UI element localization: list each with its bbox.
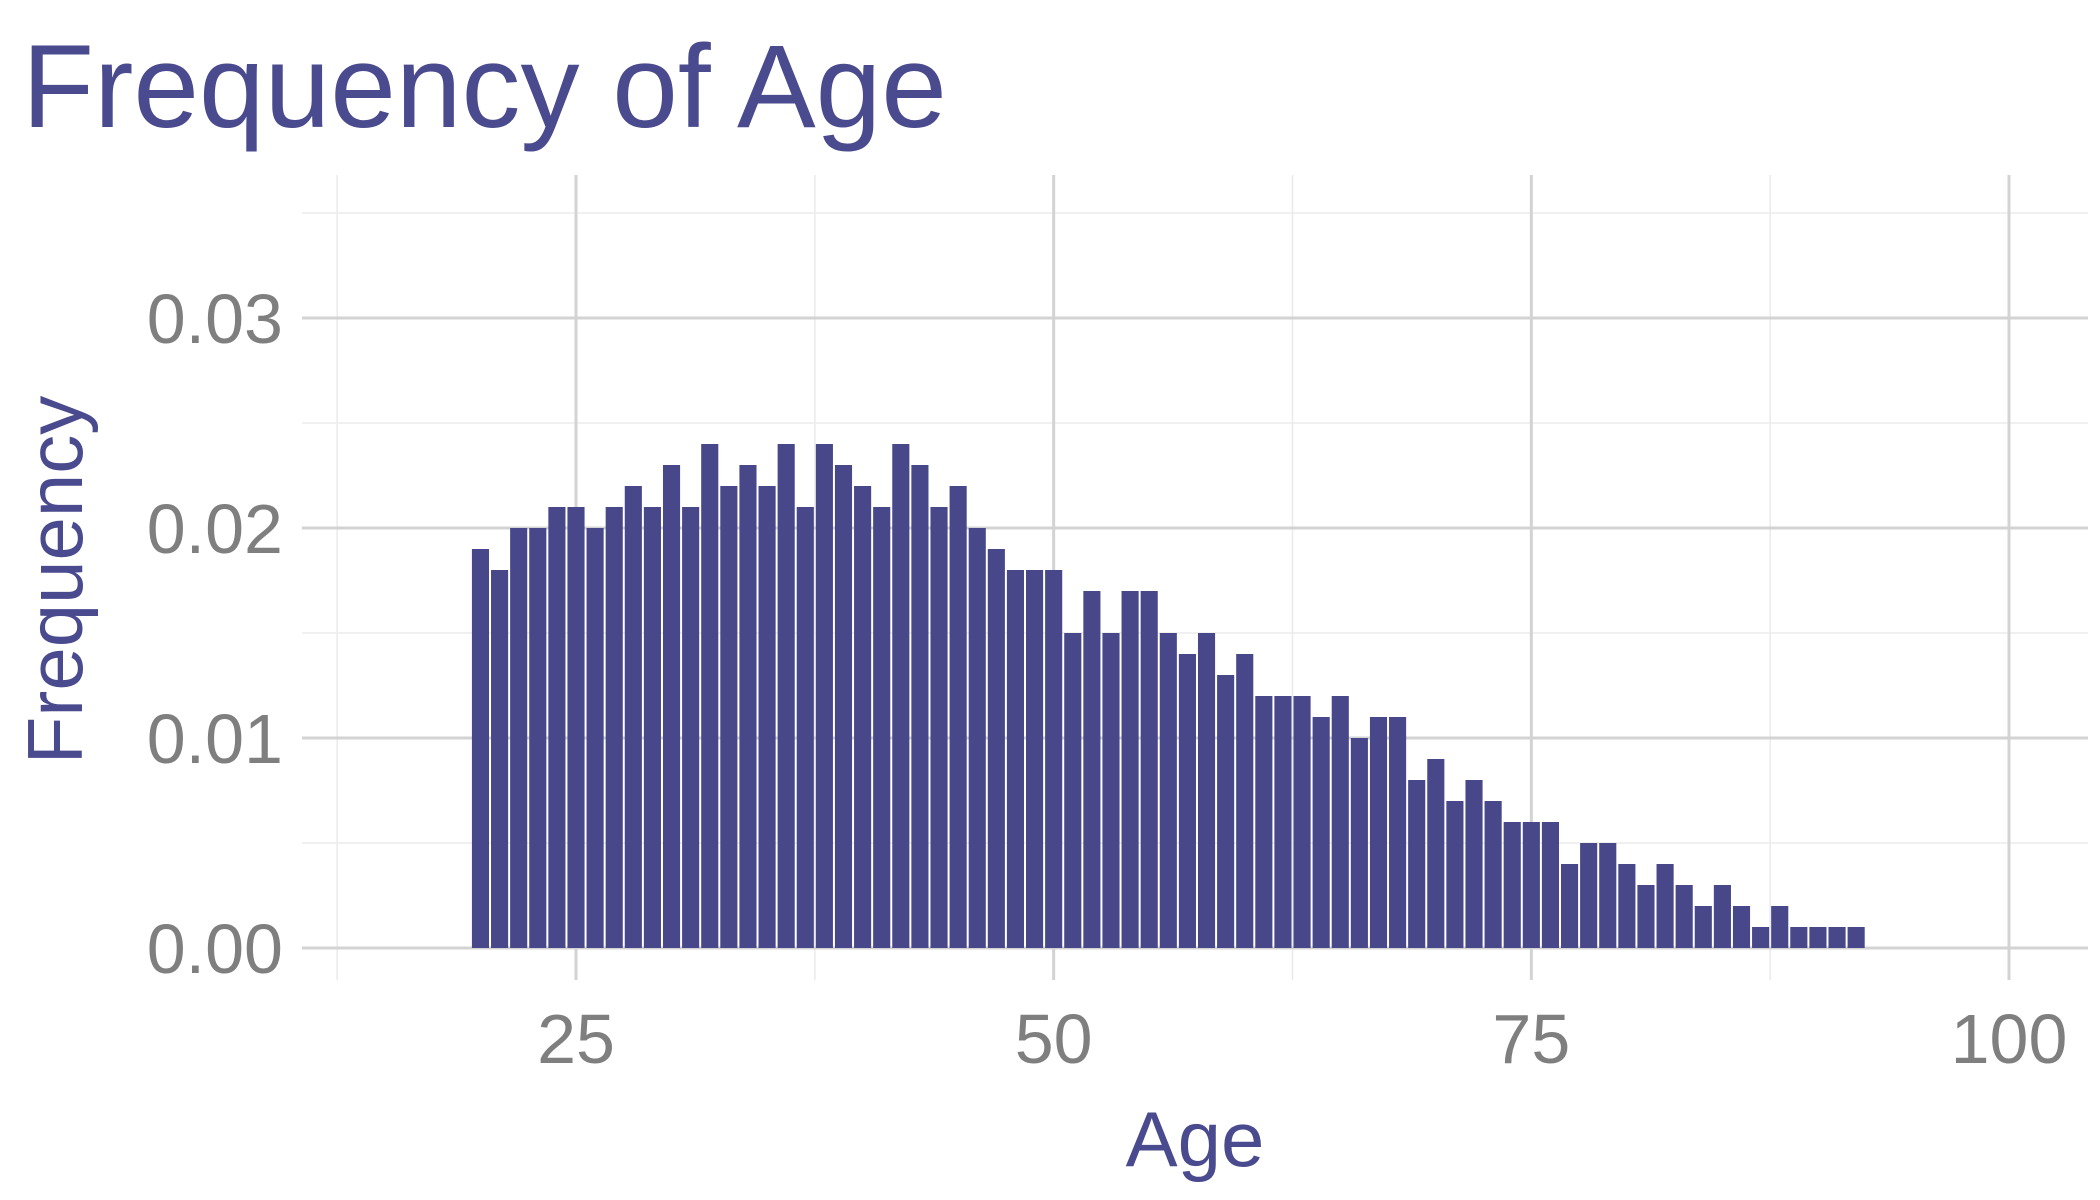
histogram-bar: [1274, 696, 1292, 948]
y-tick-label: 0.01: [147, 700, 283, 778]
histogram-bar: [1026, 570, 1044, 948]
histogram-bar: [987, 549, 1005, 948]
histogram-bar: [911, 465, 929, 948]
histogram-bar: [1656, 864, 1674, 948]
histogram-bar: [796, 507, 814, 948]
histogram-bar: [777, 444, 795, 948]
histogram-bar: [1408, 780, 1426, 948]
histogram-bar: [1236, 654, 1254, 948]
histogram-bar: [1255, 696, 1273, 948]
histogram-bar: [834, 465, 853, 948]
histogram-bar: [1771, 906, 1789, 948]
histogram-bar: [815, 444, 833, 948]
histogram-bar: [1752, 927, 1770, 948]
histogram-bar: [471, 549, 490, 948]
y-tick-label: 0.00: [147, 910, 283, 988]
histogram-bar: [1217, 675, 1235, 948]
histogram-bar: [1522, 822, 1540, 948]
histogram-bar: [949, 486, 967, 948]
y-tick-label: 0.03: [147, 280, 283, 358]
histogram-bar: [586, 528, 604, 948]
histogram-bar: [1732, 906, 1751, 948]
histogram-bar: [968, 528, 986, 948]
histogram-bar: [510, 528, 528, 948]
histogram-bar: [720, 486, 738, 948]
histogram-bar: [682, 507, 700, 948]
histogram-bar: [1369, 717, 1388, 948]
histogram-bar: [491, 570, 509, 948]
histogram-bar: [1389, 717, 1407, 948]
x-tick-label: 25: [537, 1000, 615, 1078]
histogram-bar: [854, 486, 872, 948]
histogram-bar: [624, 486, 642, 948]
histogram-bar: [1350, 738, 1368, 948]
histogram-bar: [1713, 885, 1731, 948]
histogram-bar: [1790, 927, 1808, 948]
histogram-bar: [930, 507, 948, 948]
y-tick-label: 0.02: [147, 490, 283, 568]
histogram-bar: [1045, 570, 1063, 948]
histogram-bar: [1694, 906, 1712, 948]
histogram-bar: [873, 507, 891, 948]
bars: [471, 444, 1865, 948]
histogram-bar: [567, 507, 585, 948]
histogram-bar: [1102, 633, 1120, 948]
histogram-bar: [1560, 864, 1579, 948]
histogram-bar: [1828, 927, 1846, 948]
histogram-bar: [1064, 633, 1082, 948]
x-tick-label: 75: [1492, 1000, 1570, 1078]
histogram-bar: [1006, 570, 1025, 948]
histogram-bar: [1809, 927, 1827, 948]
histogram-bar: [739, 465, 757, 948]
histogram-bar: [1427, 759, 1445, 948]
histogram-bar: [701, 444, 719, 948]
histogram-bar: [1484, 801, 1502, 948]
histogram-bar: [1541, 822, 1559, 948]
histogram-bar: [548, 507, 566, 948]
histogram-bar: [1599, 843, 1617, 948]
histogram-bar: [1331, 696, 1349, 948]
histogram-bar: [1847, 927, 1865, 948]
x-axis-title: Age: [1126, 1095, 1265, 1183]
x-tick-labels: 25 50 75 100: [537, 1000, 2067, 1078]
histogram-bar: [1140, 591, 1158, 948]
chart-title: Frequency of Age: [22, 21, 947, 153]
y-axis-title: Frequency: [11, 396, 99, 765]
histogram-bar: [1675, 885, 1693, 948]
histogram-bar: [1178, 654, 1196, 948]
histogram-bar: [1293, 696, 1311, 948]
histogram-bar: [1121, 591, 1139, 948]
histogram-bar: [1465, 780, 1483, 948]
histogram-bar: [1580, 843, 1598, 948]
histogram-bar: [605, 507, 623, 948]
histogram-bar: [1312, 717, 1330, 948]
histogram-bar: [529, 528, 547, 948]
histogram-bar: [892, 444, 910, 948]
histogram-bar: [662, 465, 681, 948]
histogram-bar: [1446, 801, 1464, 948]
histogram-bar: [1503, 822, 1521, 948]
histogram-bar: [1618, 864, 1636, 948]
histogram-bar: [1197, 633, 1216, 948]
histogram-bar: [1083, 591, 1101, 948]
histogram-bar: [1159, 633, 1177, 948]
histogram-bar: [1637, 885, 1655, 948]
histogram-bar: [643, 507, 661, 948]
y-tick-labels: 0.00 0.01 0.02 0.03: [147, 280, 283, 988]
x-tick-label: 100: [1951, 1000, 2068, 1078]
histogram-bar: [758, 486, 776, 948]
x-tick-label: 50: [1015, 1000, 1093, 1078]
